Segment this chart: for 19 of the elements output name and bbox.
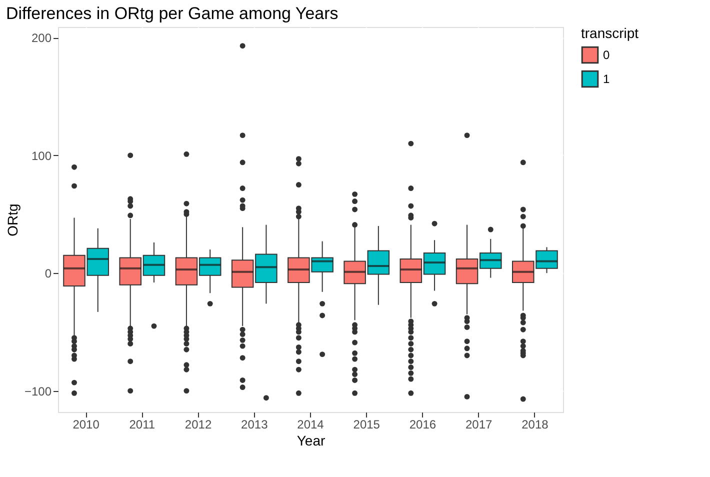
- x-tick-label: 2016: [409, 418, 436, 432]
- chart-title: Differences in ORtg per Game among Years: [6, 4, 338, 23]
- y-tick-label: −100: [24, 384, 52, 398]
- x-tick-label: 2015: [353, 418, 380, 432]
- legend-label: 0: [603, 48, 610, 62]
- x-axis-title: Year: [296, 432, 326, 448]
- y-tick-label: 100: [31, 148, 52, 163]
- x-tick-label: 2010: [72, 418, 100, 432]
- x-tick-label: 2011: [129, 418, 156, 432]
- x-tick-label: 2012: [184, 418, 212, 432]
- y-tick-label: 200: [31, 31, 52, 46]
- x-tick-label: 2017: [465, 418, 493, 432]
- legend-label: 1: [603, 72, 610, 86]
- legend-title: transcript: [581, 25, 639, 41]
- y-axis-title: ORtg: [4, 204, 20, 236]
- x-tick-label: 2013: [241, 418, 268, 432]
- x-tick-label: 2014: [297, 418, 324, 432]
- y-tick-label: 0: [44, 266, 52, 281]
- x-tick-label: 2018: [522, 418, 549, 432]
